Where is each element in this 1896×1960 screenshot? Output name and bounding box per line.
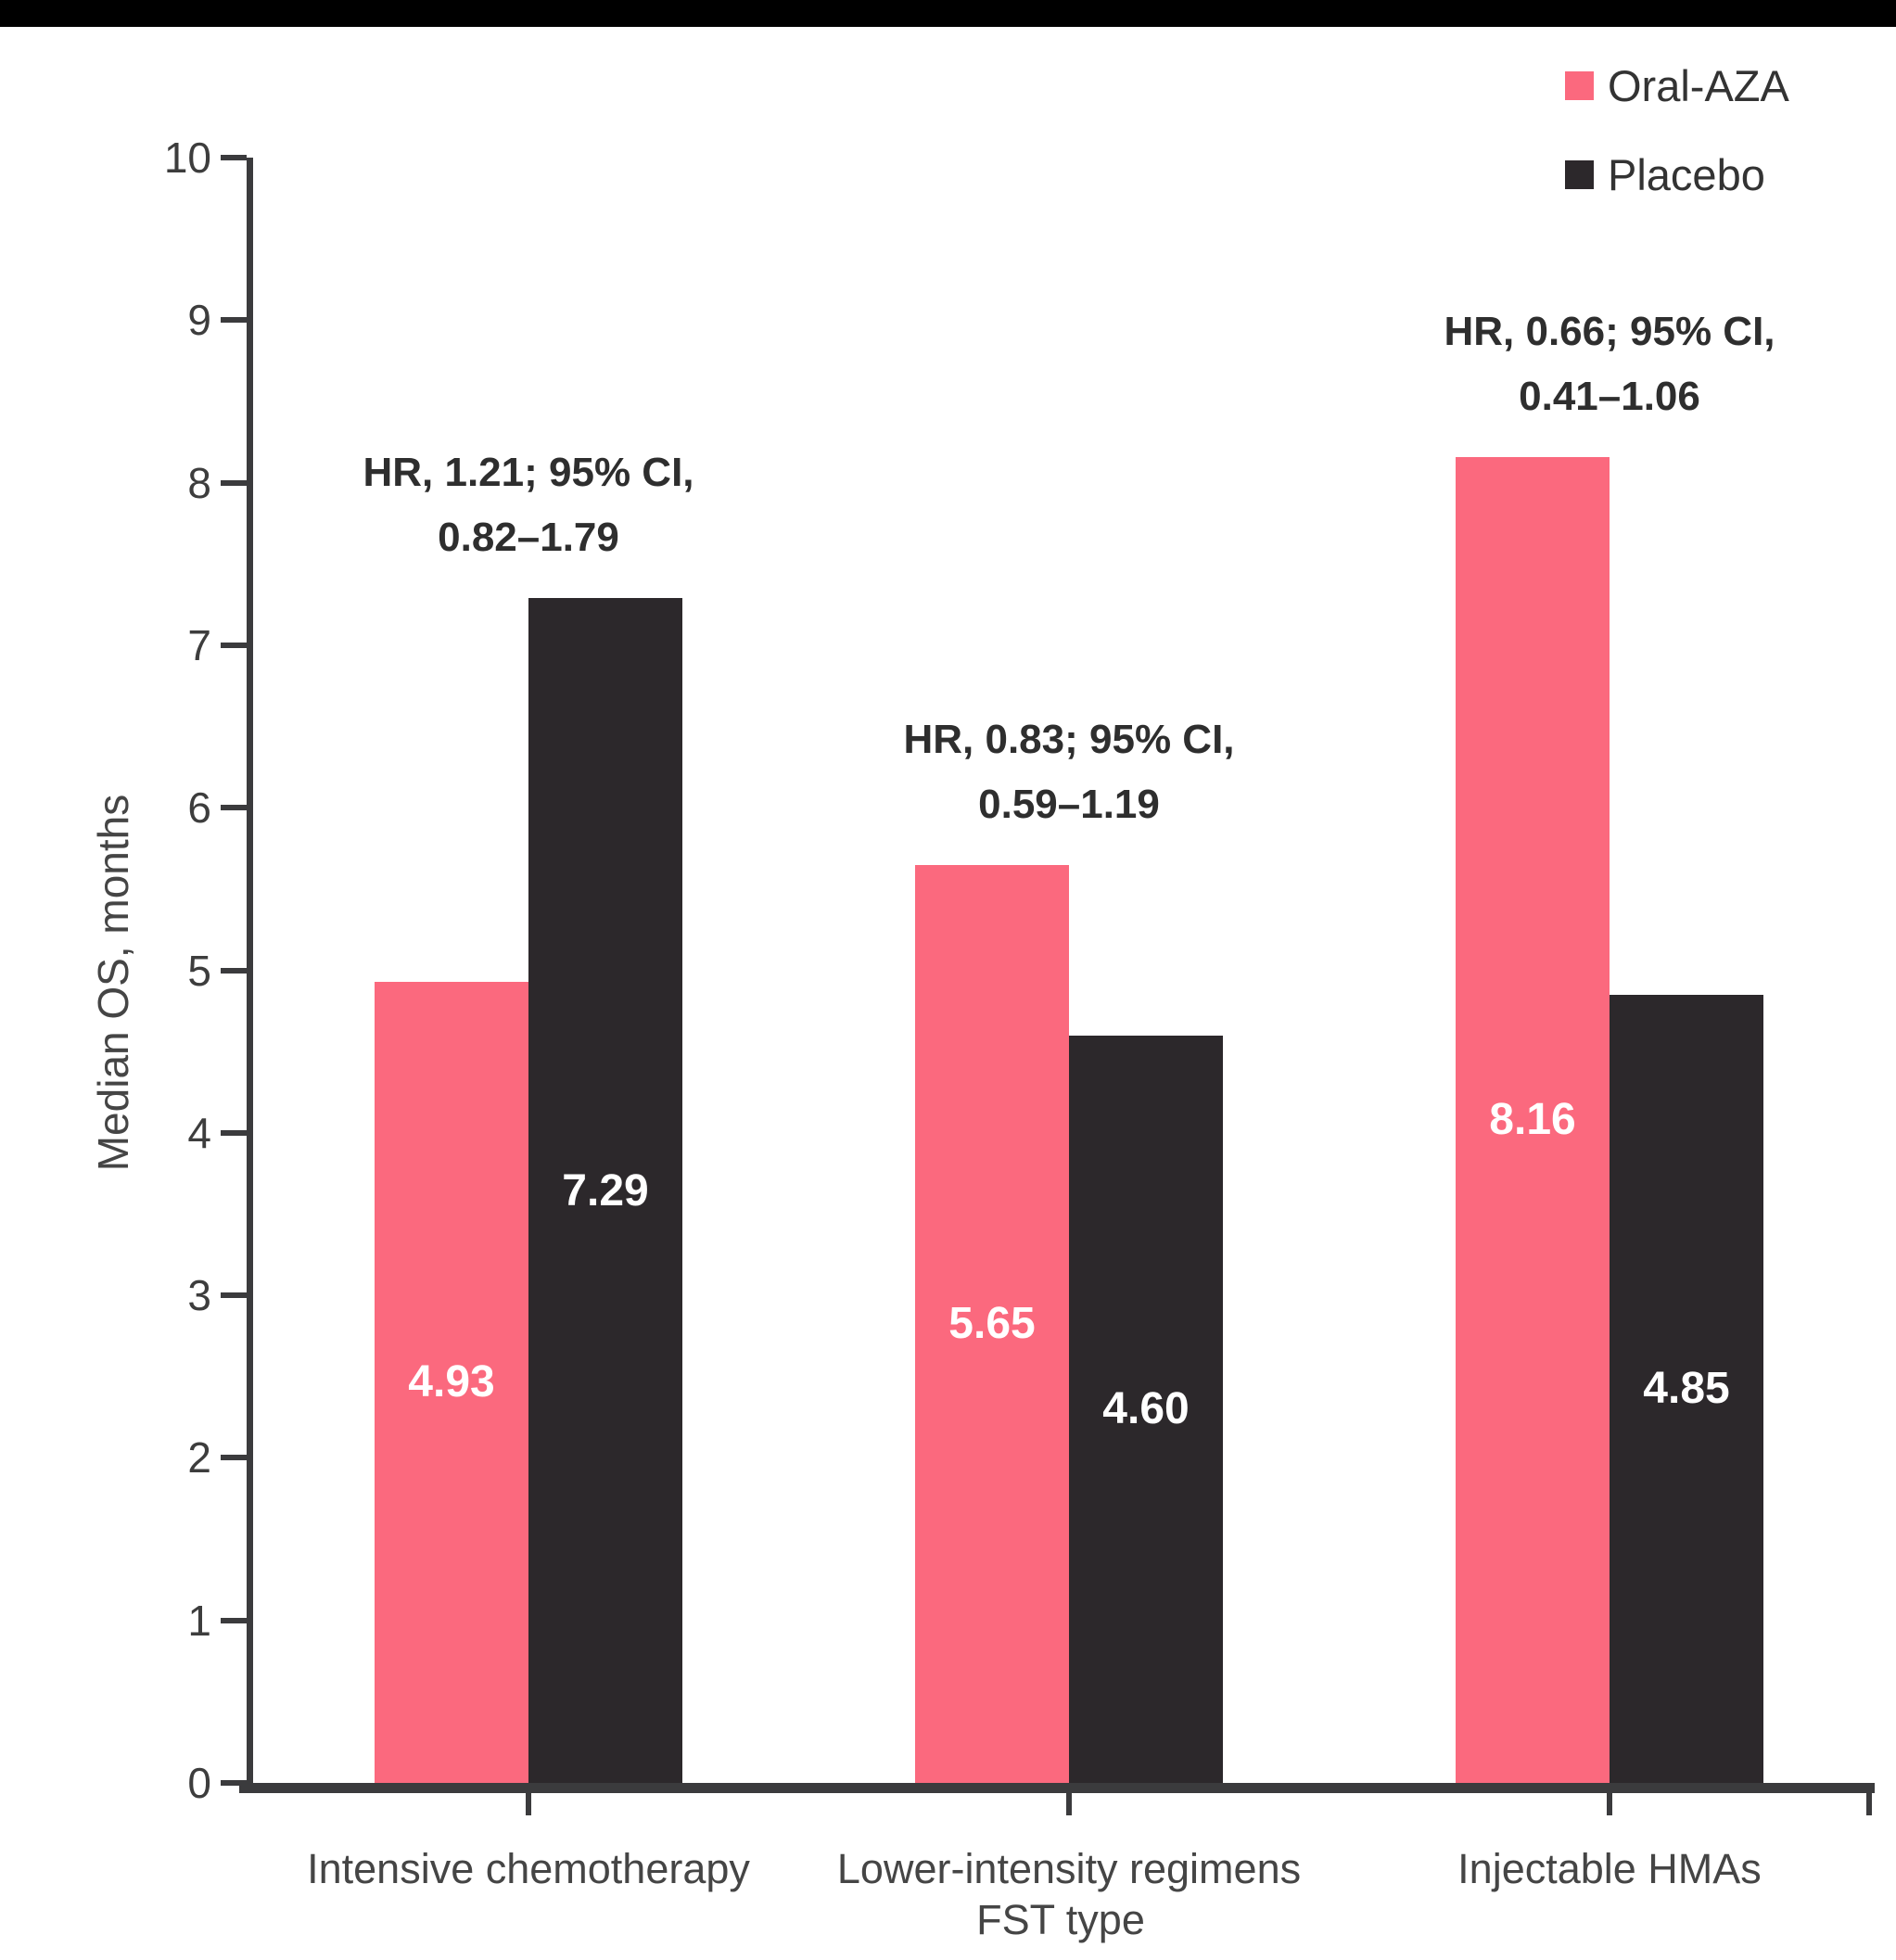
- x-axis-tick: [1607, 1793, 1612, 1815]
- hr-annotation: HR, 0.66; 95% CI, 0.41–1.06: [1313, 299, 1896, 429]
- legend-label: Oral-AZA: [1608, 60, 1789, 110]
- y-axis-tick: [221, 1780, 247, 1786]
- y-axis-tick-label: 4: [187, 1108, 211, 1157]
- y-axis-tick: [221, 317, 247, 324]
- bar-value-label: 7.29: [562, 1165, 649, 1215]
- bar-value-label: 4.60: [1102, 1384, 1190, 1434]
- bar-placebo-2: 4.85: [1610, 994, 1763, 1783]
- y-axis-tick: [221, 155, 247, 160]
- bar-oral-aza-0: 4.93: [375, 981, 528, 1783]
- legend-item: Placebo: [1565, 147, 1789, 201]
- bar-value-label: 5.65: [948, 1299, 1036, 1349]
- y-axis-tick-label: 9: [187, 296, 211, 345]
- bar-placebo-1: 4.60: [1069, 1035, 1223, 1783]
- bar-placebo-0: 7.29: [528, 598, 682, 1783]
- bar-value-label: 8.16: [1489, 1095, 1576, 1145]
- y-axis-tick-label: 3: [187, 1271, 211, 1320]
- y-axis-tick: [221, 1292, 247, 1299]
- legend-swatch-icon: [1565, 70, 1594, 100]
- legend-swatch-icon: [1565, 159, 1594, 189]
- y-axis-tick-label: 1: [187, 1596, 211, 1645]
- y-axis-tick-label: 2: [187, 1433, 211, 1483]
- hr-annotation-line2: 0.82–1.79: [438, 515, 619, 561]
- y-axis-tick-label: 0: [187, 1759, 211, 1807]
- legend: Oral-AZA Placebo: [1565, 58, 1789, 236]
- y-axis-tick: [221, 967, 247, 974]
- y-axis-tick-label: 10: [163, 134, 211, 182]
- y-axis-tick-label: 8: [187, 458, 211, 507]
- hr-annotation-line1: HR, 1.21; 95% CI,: [363, 450, 694, 496]
- y-axis-tick: [221, 1455, 247, 1461]
- x-category-label: Lower-intensity regimens: [836, 1845, 1302, 1892]
- hr-annotation-line1: HR, 0.66; 95% CI,: [1444, 308, 1775, 354]
- y-axis-tick-label: 6: [187, 783, 211, 833]
- hr-annotation-line2: 0.59–1.19: [978, 781, 1160, 827]
- top-black-bar: [0, 0, 1896, 27]
- bar-oral-aza-1: 5.65: [915, 864, 1069, 1783]
- bar-value-label: 4.85: [1643, 1364, 1730, 1414]
- x-axis-title: FST type: [976, 1896, 1145, 1943]
- y-axis-tick: [221, 1617, 247, 1623]
- bar-value-label: 4.93: [408, 1357, 495, 1407]
- x-axis-line: [239, 1783, 1875, 1793]
- bar-oral-aza-2: 8.16: [1456, 456, 1610, 1783]
- hr-annotation: HR, 0.83; 95% CI, 0.59–1.19: [772, 707, 1366, 837]
- hr-annotation-line2: 0.41–1.06: [1519, 373, 1700, 419]
- y-axis-tick: [221, 805, 247, 811]
- y-axis-line: [247, 158, 253, 1793]
- legend-label: Placebo: [1608, 149, 1765, 199]
- y-axis-tick: [221, 479, 247, 486]
- x-axis-end-tick: [1866, 1793, 1872, 1815]
- x-category-label: Injectable HMAs: [1457, 1845, 1762, 1892]
- y-axis-tick-label: 5: [187, 946, 211, 995]
- x-category-label: Intensive chemotherapy: [307, 1845, 750, 1892]
- hr-annotation: HR, 1.21; 95% CI, 0.82–1.79: [232, 440, 825, 570]
- y-axis-tick: [221, 642, 247, 648]
- y-axis-tick-label: 7: [187, 620, 211, 669]
- x-axis-tick: [1066, 1793, 1072, 1815]
- legend-item: Oral-AZA: [1565, 58, 1789, 112]
- y-axis-tick: [221, 1129, 247, 1136]
- x-axis-tick: [526, 1793, 531, 1815]
- hr-annotation-line1: HR, 0.83; 95% CI,: [903, 716, 1235, 762]
